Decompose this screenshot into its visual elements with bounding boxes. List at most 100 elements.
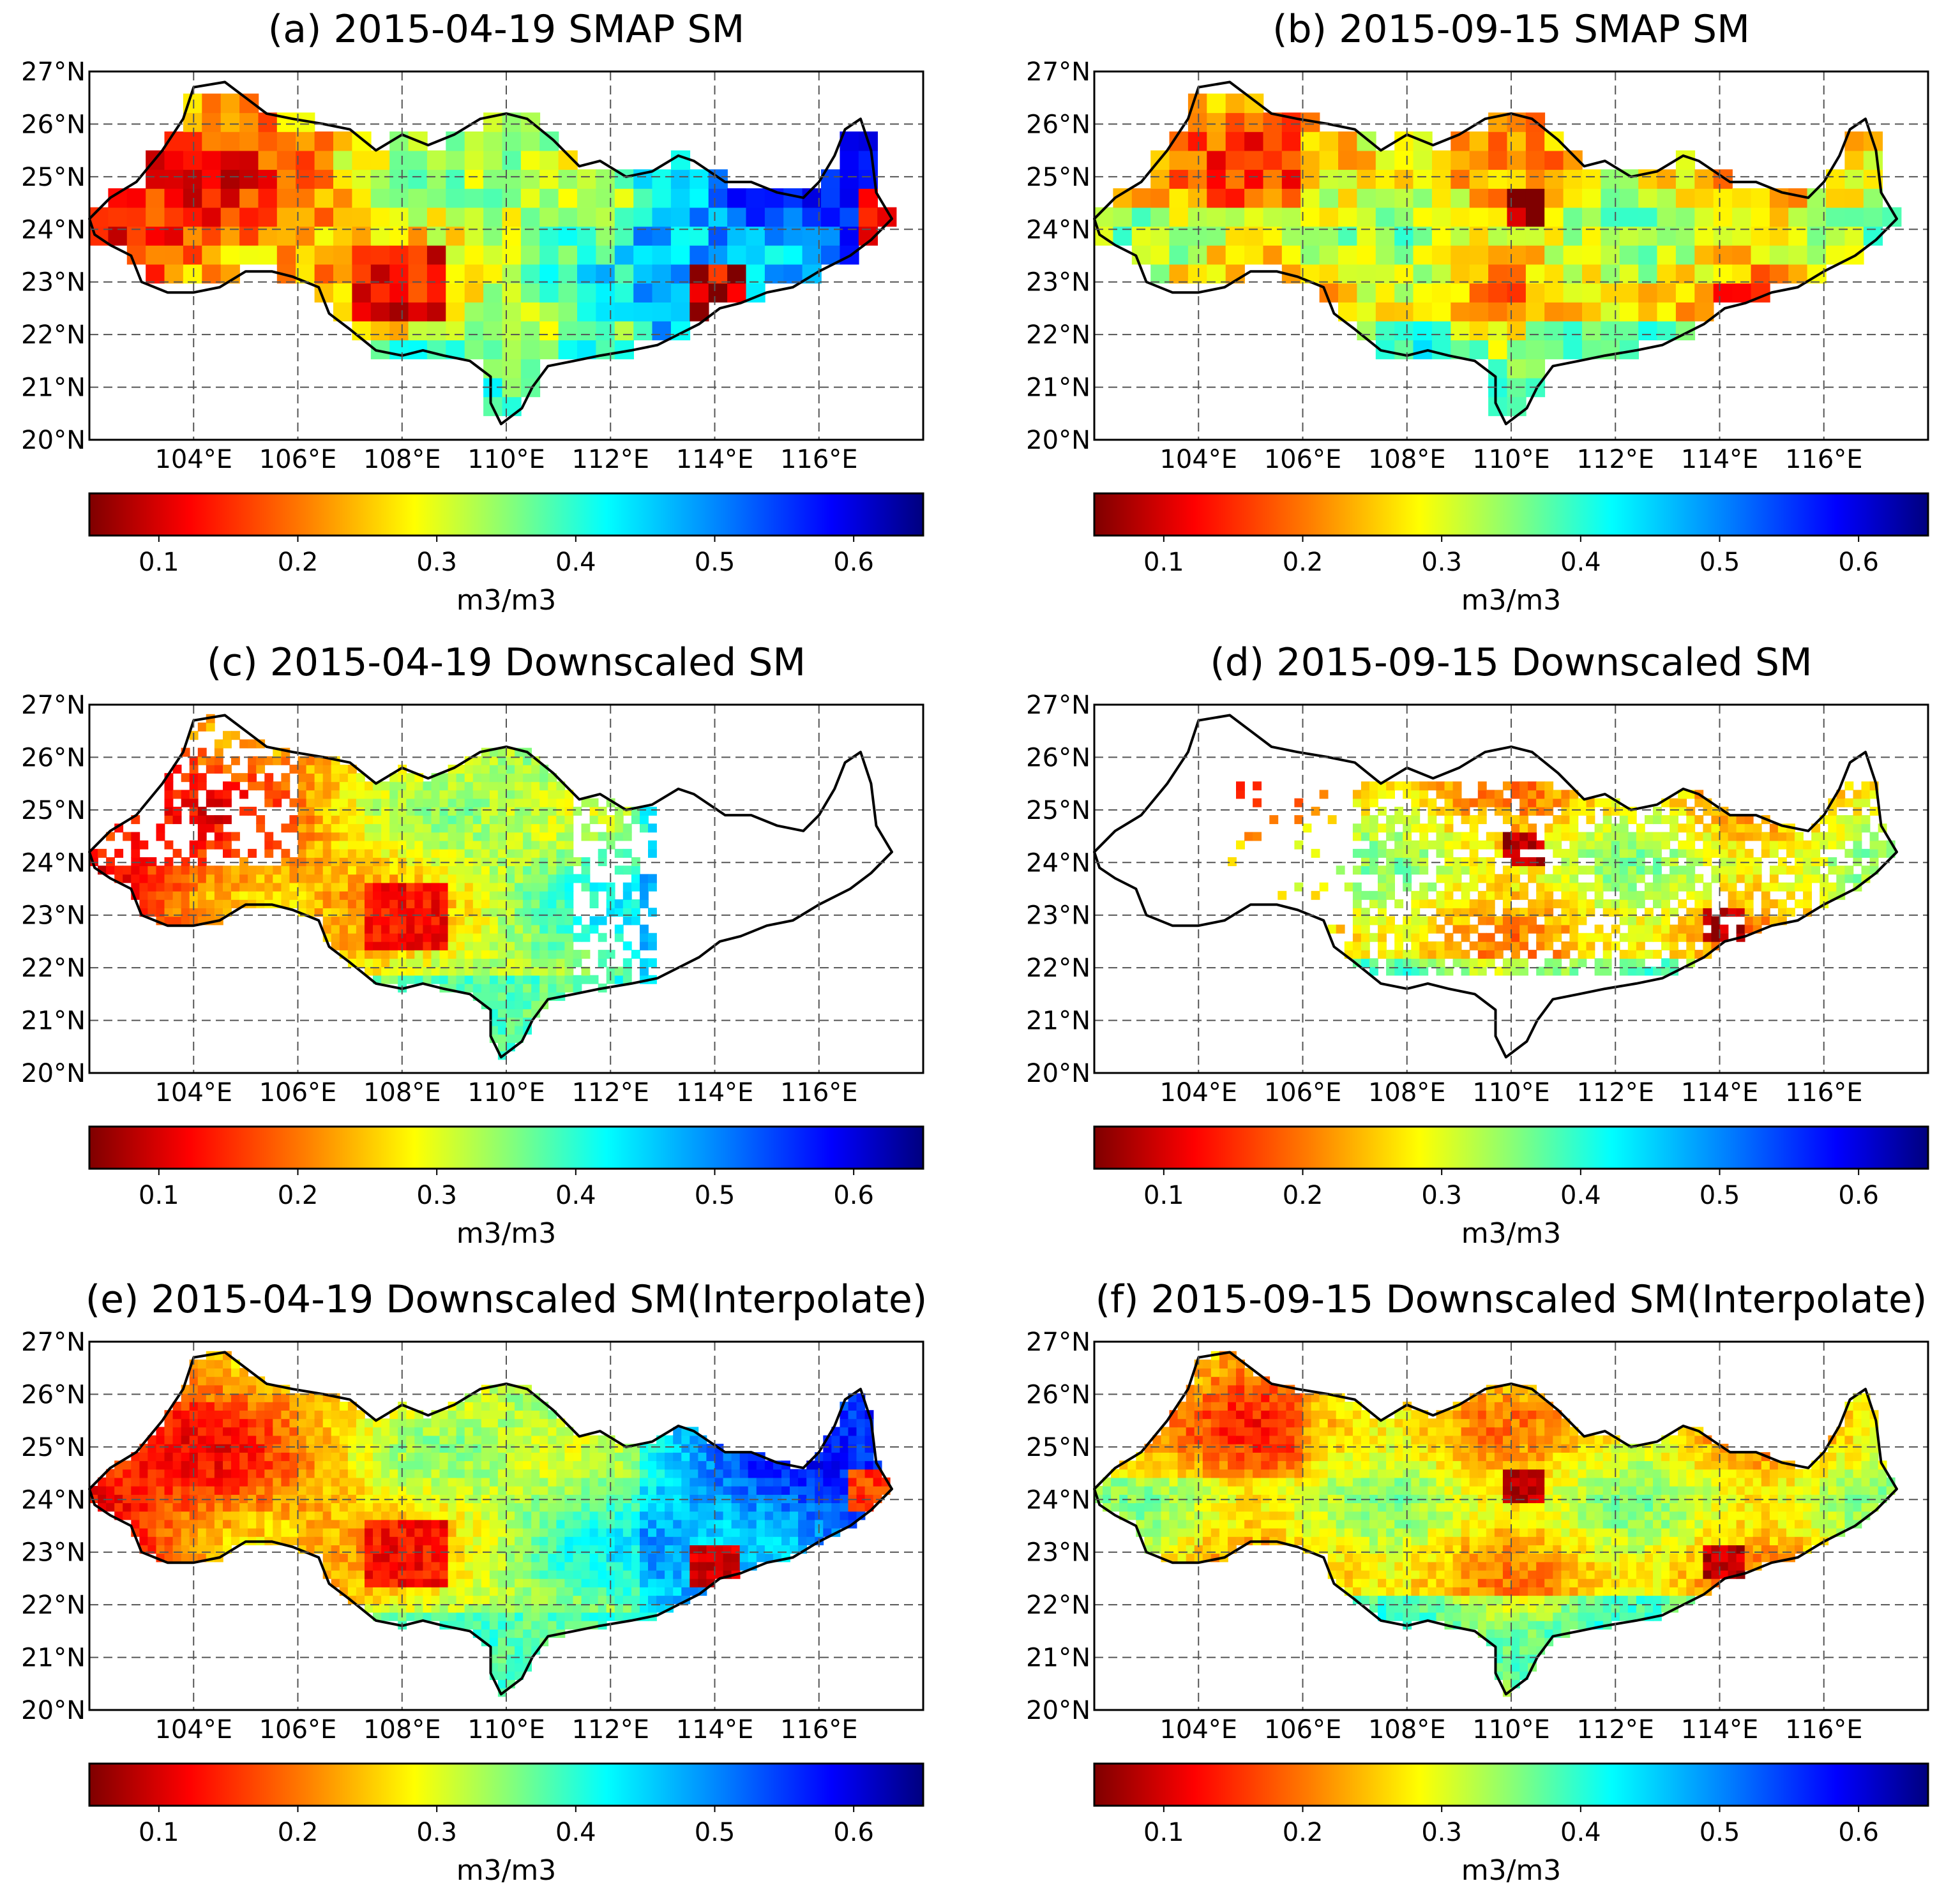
sm-cell (1436, 823, 1445, 833)
sm-cell (314, 866, 324, 875)
sm-cell (314, 150, 334, 170)
sm-cell (614, 1570, 624, 1579)
sm-cell (790, 1511, 799, 1520)
sm-cell (264, 1435, 274, 1444)
sm-cell (1451, 283, 1470, 303)
sm-cell (373, 1443, 382, 1453)
sm-cell (339, 1511, 349, 1520)
sm-cell (448, 866, 457, 875)
sm-cell (1461, 958, 1470, 968)
sm-cell (622, 1477, 632, 1487)
panel-title: (c) 2015-04-19 Downscaled SM (207, 640, 806, 685)
sm-cell (673, 1460, 682, 1470)
sm-cell (381, 1503, 390, 1512)
sm-cell (739, 1477, 749, 1487)
sm-cell (439, 1418, 449, 1428)
sm-cell (665, 1553, 674, 1563)
sm-cell (197, 832, 207, 841)
sm-cell (408, 150, 428, 170)
sm-cell (1411, 857, 1421, 866)
sm-cell (1578, 933, 1587, 942)
sm-cell (448, 1536, 457, 1545)
sm-cell (1525, 207, 1546, 227)
sm-cell (289, 882, 299, 892)
sm-cell (497, 1042, 507, 1052)
sm-cell (1352, 916, 1362, 926)
sm-cell (1753, 874, 1762, 883)
sm-cell (181, 857, 190, 866)
sm-cell (423, 1519, 432, 1529)
sm-cell (614, 245, 634, 265)
sm-cell (472, 899, 482, 908)
sm-cell (339, 1410, 349, 1420)
sm-cell (1761, 832, 1770, 841)
sm-cell (414, 1511, 424, 1520)
sm-cell (373, 1536, 382, 1545)
sm-cell (631, 1595, 640, 1605)
sm-cell (539, 1612, 549, 1621)
sm-cell (296, 188, 315, 208)
sm-cell (1638, 245, 1658, 265)
sm-cell (314, 874, 324, 883)
sm-cell (539, 848, 549, 858)
sm-cell (164, 169, 184, 189)
sm-cell (656, 1570, 665, 1579)
sm-cell (223, 815, 232, 825)
sm-cell (306, 899, 315, 908)
sm-cell (531, 1427, 541, 1436)
sm-cell (523, 1435, 532, 1444)
sm-cell (365, 866, 373, 875)
sm-cell (539, 815, 549, 825)
sm-cell (456, 1477, 465, 1487)
sm-cell (1653, 874, 1662, 883)
sm-cell (423, 1612, 432, 1621)
sm-cell (573, 1578, 582, 1587)
sm-cell (1494, 790, 1504, 799)
sm-cell (539, 890, 549, 900)
sm-cell (1431, 169, 1452, 189)
sm-cell (1488, 359, 1508, 379)
sm-cell (1369, 916, 1378, 926)
sm-cell (1352, 790, 1362, 799)
sm-cell (506, 1662, 515, 1672)
sm-cell (690, 169, 709, 189)
sm-cell (1811, 857, 1821, 866)
sm-cell (506, 1000, 515, 1010)
sm-cell (365, 890, 373, 900)
sm-cell (665, 1452, 674, 1462)
sm-cell (389, 302, 409, 322)
sm-cell (506, 899, 515, 908)
sm-cell (322, 1511, 332, 1520)
sm-cell (456, 1511, 465, 1520)
sm-cell (389, 908, 399, 917)
sm-cell (431, 1418, 441, 1428)
sm-cell (1777, 866, 1787, 875)
sm-cell (239, 1402, 248, 1411)
sm-cell (523, 1570, 532, 1579)
sm-cell (339, 1561, 349, 1571)
sm-cell (406, 806, 416, 816)
sm-cell (1394, 832, 1404, 841)
sm-cell (506, 1427, 515, 1436)
sm-cell (456, 1418, 465, 1428)
sm-cell (1361, 781, 1370, 791)
sm-cell (1601, 320, 1620, 341)
sm-cell (256, 1527, 266, 1537)
sm-cell (139, 840, 149, 850)
sm-cell (723, 1452, 732, 1462)
sm-cell (1519, 908, 1528, 917)
sm-cell (281, 1536, 290, 1545)
sm-cell (481, 823, 490, 833)
sm-cell (356, 790, 365, 799)
sm-cell (231, 1443, 240, 1453)
sm-cell (206, 815, 215, 825)
sm-cell (1769, 848, 1779, 858)
sm-cell (764, 264, 785, 284)
sm-cell (373, 958, 382, 968)
sm-cell (515, 790, 524, 799)
sm-cell (356, 1545, 365, 1554)
sm-cell (464, 1402, 474, 1411)
sm-cell (448, 899, 457, 908)
sm-cell (331, 1469, 340, 1478)
sm-cell (306, 848, 315, 858)
